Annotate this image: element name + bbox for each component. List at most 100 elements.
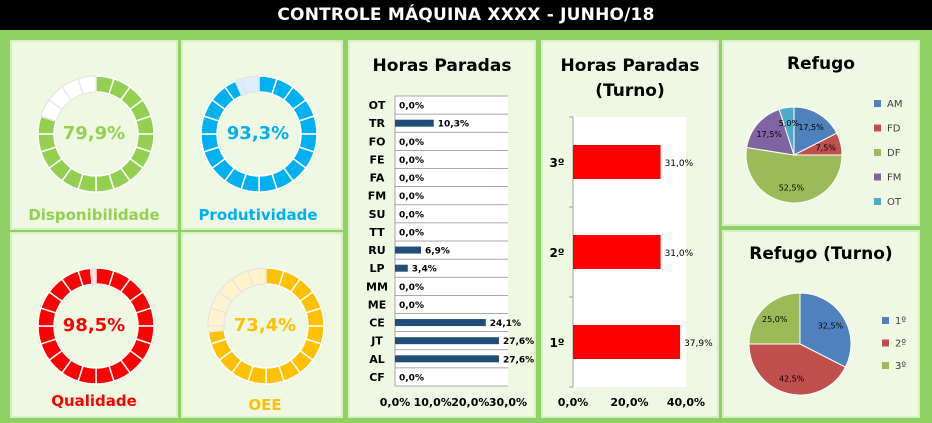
kpi-panel-disponibilidade: 79,9% Disponibilidade (10, 40, 178, 230)
donut-segment-empty (247, 267, 267, 287)
category-label: ME (368, 298, 386, 311)
legend-label: AM (887, 99, 902, 110)
data-label: 6,9% (425, 247, 450, 257)
category-label: AL (369, 353, 385, 366)
bar (395, 337, 499, 345)
data-label: 0,0% (399, 156, 424, 166)
chart-panel-refugo: Refugo 17,5% 7,5% 52,5% 17,5% 5,0% AM FD DF FM OT (722, 40, 920, 226)
legend-swatch (874, 124, 881, 132)
kpi-panel-qualidade: 98,5% Qualidade (10, 232, 178, 418)
x-tick-label: 40,0% (667, 396, 705, 409)
donut-qualidade (37, 267, 155, 385)
bar (395, 119, 434, 127)
pie-slice (799, 292, 852, 368)
x-tick-label: 0,0% (380, 396, 411, 409)
pie-data-label: 5,0% (779, 119, 800, 128)
data-label: 37,9% (684, 339, 713, 349)
kpi-value-disponibilidade: 79,9% (62, 123, 126, 144)
pie-slice (746, 108, 795, 156)
category-label: FE (369, 153, 384, 166)
dashboard-title: CONTROLE MÁQUINA XXXX - JUNHO/18 (0, 0, 932, 30)
kpi-value-qualidade: 98,5% (62, 315, 126, 336)
pie-data-label: 25,0% (762, 315, 788, 324)
category-label: FM (368, 190, 386, 203)
kpi-panel-oee: 73,4% OEE (181, 232, 343, 418)
category-label: TT (369, 226, 385, 239)
kpi-label-produtividade: Produtividade (198, 206, 318, 224)
donut-oee (207, 267, 325, 385)
x-tick-label: 20,0% (451, 396, 489, 409)
legend-swatch (874, 198, 881, 205)
donut-segment-empty (89, 267, 97, 285)
donut-disponibilidade (37, 75, 155, 193)
bar (395, 246, 421, 254)
category-label: RU (368, 244, 385, 257)
pie-slice (748, 343, 847, 396)
pie-data-label: 42,5% (779, 375, 805, 384)
data-label: 10,3% (438, 120, 469, 130)
kpi-label-qualidade: Qualidade (51, 392, 137, 410)
kpi-value-oee: 73,4% (233, 315, 297, 336)
chart-title-refugo-turno: Refugo (Turno) (749, 244, 893, 264)
chart-panel-horas-paradas: Horas Paradas OT 0,0% TR 10,3% FO 0,0% FE 0,0% F… (348, 40, 536, 418)
category-label: 3º (549, 156, 564, 170)
data-label: 0,0% (399, 102, 424, 112)
legend-label: FM (887, 173, 901, 184)
bar (395, 319, 486, 327)
chart-title-refugo: Refugo (787, 54, 855, 74)
data-label: 0,0% (399, 192, 424, 202)
donut-segment-empty (77, 75, 97, 95)
legend-swatch (882, 317, 889, 324)
kpi-panel-produtividade: 93,3% Produtividade (181, 40, 343, 230)
legend-swatch (874, 100, 881, 107)
kpi-value-produtividade: 93,3% (226, 123, 290, 144)
bar (573, 325, 681, 359)
pie-data-label: 52,5% (779, 184, 805, 193)
bar (573, 145, 661, 179)
legend-label: 2º (895, 339, 906, 350)
kpi-label-oee: OEE (248, 396, 282, 414)
category-label: OT (369, 99, 386, 112)
category-label: JT (370, 335, 383, 348)
pie-data-label: 17,5% (798, 123, 824, 132)
x-tick-label: 0,0% (558, 396, 589, 409)
data-label: 0,0% (399, 373, 424, 383)
legend-label: 3º (895, 361, 906, 372)
kpi-label-disponibilidade: Disponibilidade (28, 206, 160, 224)
chart-panel-refugo-turno: Refugo (Turno) 32,5% 42,5% 25,0% 1º 2º 3º (722, 230, 920, 418)
chart-panel-horas-paradas-turno: Horas Paradas (Turno) 3º 31,0% 2º 31,0% 1º 37… (541, 40, 719, 418)
data-label: 0,0% (399, 210, 424, 220)
category-label: SU (369, 208, 386, 221)
data-label: 24,1% (490, 319, 521, 329)
donut-segment-empty (240, 75, 260, 95)
category-label: 1º (549, 336, 564, 350)
legend-swatch (874, 173, 881, 181)
pie-slice (745, 146, 843, 204)
legend-label: DF (887, 148, 901, 159)
pie-data-label: 32,5% (818, 321, 844, 330)
bar (573, 235, 661, 269)
category-label: FA (370, 172, 385, 185)
pie-data-label: 7,5% (816, 143, 837, 152)
category-label: MM (366, 280, 388, 293)
x-tick-label: 10,0% (414, 396, 452, 409)
data-label: 0,0% (399, 228, 424, 238)
pie-data-label: 17,5% (756, 130, 782, 139)
x-tick-label: 20,0% (610, 396, 648, 409)
data-label: 27,6% (503, 337, 534, 347)
pie-slice (793, 106, 838, 156)
bar (395, 355, 499, 363)
pie-slice (748, 292, 801, 345)
category-label: CF (369, 371, 385, 384)
horas-paradas-bar-chart: OT 0,0% TR 10,3% FO 0,0% FE 0,0% FA 0,0% FM 0,0% SU 0… (366, 95, 534, 409)
chart-title-horas-paradas: Horas Paradas (372, 56, 512, 76)
data-label: 31,0% (665, 159, 694, 169)
data-label: 0,0% (399, 138, 424, 148)
data-label: 0,0% (399, 174, 424, 184)
legend-swatch (882, 339, 889, 347)
data-label: 31,0% (665, 249, 694, 259)
legend-label: FD (887, 124, 901, 135)
legend-label: 1º (895, 316, 906, 327)
horas-paradas-turno-bar-chart: 3º 31,0% 2º 31,0% 1º 37,9% 0,0% 20,0% 40,0% (549, 116, 713, 409)
